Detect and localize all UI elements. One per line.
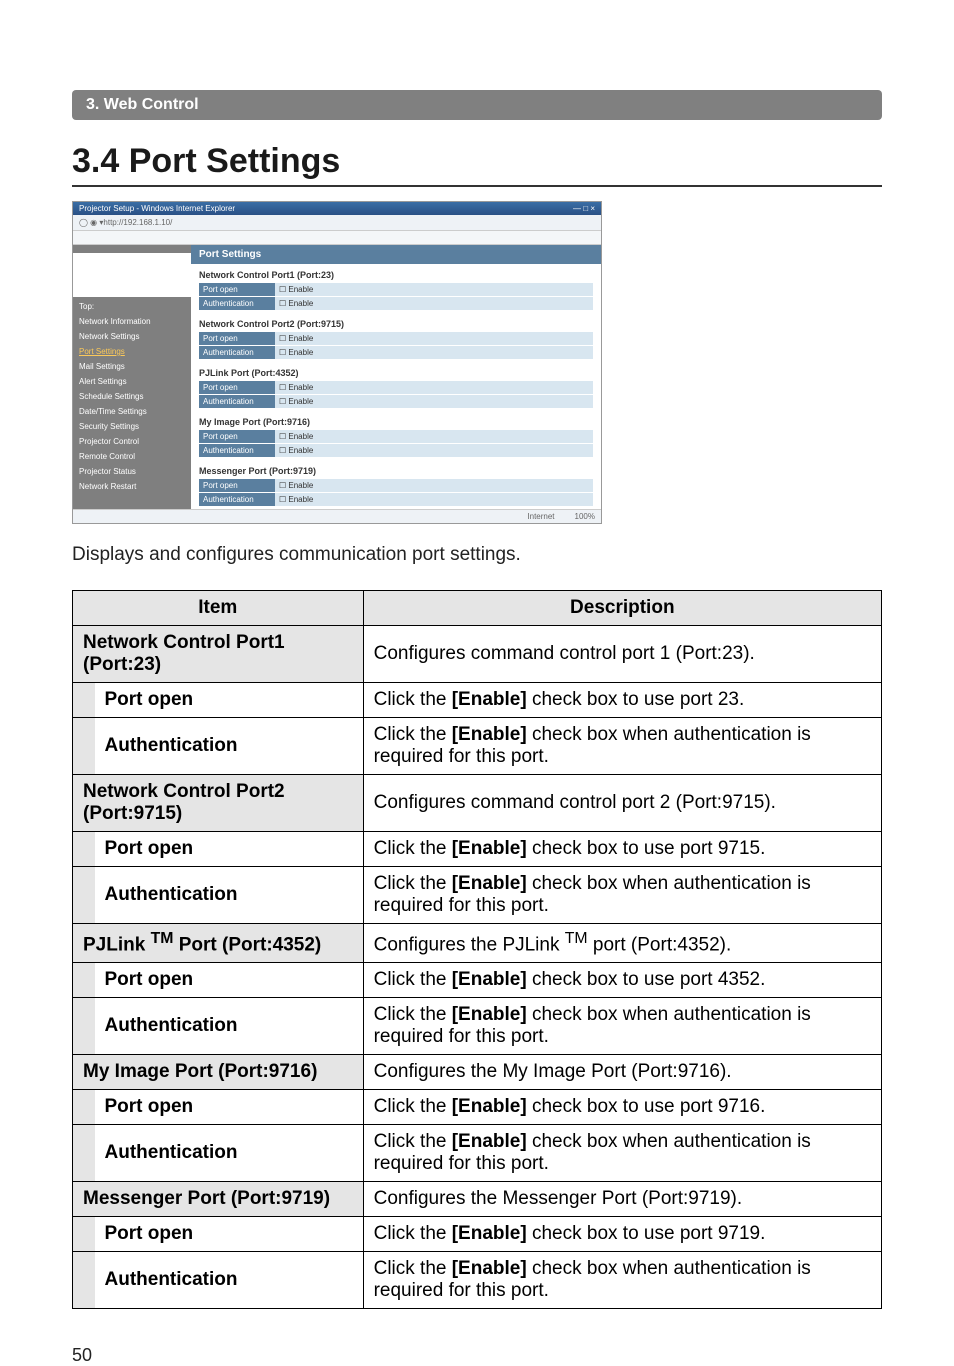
sub-desc-cell: Click the [Enable] check box when authen… (363, 1125, 881, 1182)
ss-group-title: Messenger Port (Port:9719) (199, 466, 593, 476)
ss-nav-item: Schedule Settings (73, 389, 191, 404)
th-item: Item (73, 591, 364, 626)
intro-text: Displays and configures communication po… (72, 544, 882, 566)
ss-group: PJLink Port (Port:4352) Port open☐ Enable… (191, 362, 601, 411)
ss-row: Authentication☐ Enable (199, 346, 593, 359)
sub-item-cell: Authentication (95, 998, 364, 1055)
ss-group-title: PJLink Port (Port:4352) (199, 368, 593, 378)
sub-item-cell: Authentication (95, 718, 364, 775)
page-number: 50 (72, 1345, 882, 1366)
ss-main-title: Port Settings (191, 245, 601, 264)
th-description: Description (363, 591, 881, 626)
ss-group: My Image Port (Port:9716) Port open☐ Enab… (191, 411, 601, 460)
section-desc-cell: Configures command control port 1 (Port:… (363, 626, 881, 683)
ss-nav-item: Top: (73, 299, 191, 314)
indent-cell (73, 1217, 95, 1252)
ss-statusbar: Internet 100% (73, 509, 601, 523)
chapter-header: 3. Web Control (72, 90, 882, 120)
ss-group: Messenger Port (Port:9719) Port open☐ Ena… (191, 460, 601, 509)
section-item-cell: Messenger Port (Port:9719) (73, 1182, 364, 1217)
ss-row: Authentication☐ Enable (199, 297, 593, 310)
ss-titlebar: Projector Setup - Windows Internet Explo… (73, 202, 601, 215)
section-item-cell: Network Control Port1 (Port:23) (73, 626, 364, 683)
indent-cell (73, 832, 95, 867)
ss-nav-item: Network Information (73, 314, 191, 329)
indent-cell (73, 1090, 95, 1125)
ss-row: Port open☐ Enable (199, 479, 593, 492)
section-item-cell: My Image Port (Port:9716) (73, 1055, 364, 1090)
sub-item-cell: Authentication (95, 867, 364, 924)
sub-desc-cell: Click the [Enable] check box when authen… (363, 998, 881, 1055)
sub-item-cell: Port open (95, 1090, 364, 1125)
ss-group-title: Network Control Port2 (Port:9715) (199, 319, 593, 329)
section-desc-cell: Configures the PJLink TM port (Port:4352… (363, 924, 881, 963)
sub-desc-cell: Click the [Enable] check box when authen… (363, 718, 881, 775)
ss-nav-item: Date/Time Settings (73, 404, 191, 419)
ss-group-title: Network Control Port1 (Port:23) (199, 270, 593, 280)
ss-nav-item: Port Settings (73, 344, 191, 359)
ss-main: Port Settings Network Control Port1 (Por… (191, 245, 601, 509)
ss-group: Network Control Port1 (Port:23) Port open… (191, 264, 601, 313)
sub-desc-cell: Click the [Enable] check box to use port… (363, 1090, 881, 1125)
sub-desc-cell: Click the [Enable] check box to use port… (363, 832, 881, 867)
indent-cell (73, 683, 95, 718)
sub-item-cell: Port open (95, 832, 364, 867)
sub-item-cell: Authentication (95, 1125, 364, 1182)
ss-nav-item: Mail Settings (73, 359, 191, 374)
sub-desc-cell: Click the [Enable] check box when authen… (363, 1252, 881, 1309)
indent-cell (73, 867, 95, 924)
title-underline (72, 185, 882, 187)
indent-cell (73, 998, 95, 1055)
sub-desc-cell: Click the [Enable] check box when authen… (363, 867, 881, 924)
sub-desc-cell: Click the [Enable] check box to use port… (363, 683, 881, 718)
sub-desc-cell: Click the [Enable] check box to use port… (363, 1217, 881, 1252)
ss-row: Authentication☐ Enable (199, 493, 593, 506)
indent-cell (73, 718, 95, 775)
ss-row: Port open☐ Enable (199, 381, 593, 394)
ss-row: Port open☐ Enable (199, 332, 593, 345)
ss-nav-item: Security Settings (73, 419, 191, 434)
section-item-cell: Network Control Port2 (Port:9715) (73, 775, 364, 832)
ss-nav-item: Alert Settings (73, 374, 191, 389)
sub-item-cell: Authentication (95, 1252, 364, 1309)
section-item-cell: PJLink TM Port (Port:4352) (73, 924, 364, 963)
ss-row: Authentication☐ Enable (199, 444, 593, 457)
sub-desc-cell: Click the [Enable] check box to use port… (363, 963, 881, 998)
ss-toolbar: ◯ ◉ ▾ http://192.168.1.10/ (73, 215, 601, 231)
ss-row: Port open☐ Enable (199, 430, 593, 443)
ss-group-title: My Image Port (Port:9716) (199, 417, 593, 427)
ss-nav-item: Projector Status (73, 464, 191, 479)
ss-nav-item: Remote Control (73, 449, 191, 464)
section-desc-cell: Configures the My Image Port (Port:9716)… (363, 1055, 881, 1090)
settings-table: Item Description Network Control Port1 (… (72, 590, 882, 1309)
sub-item-cell: Port open (95, 963, 364, 998)
section-title: 3.4 Port Settings (72, 142, 882, 181)
indent-cell (73, 963, 95, 998)
indent-cell (73, 1252, 95, 1309)
ss-group: Network Control Port2 (Port:9715) Port op… (191, 313, 601, 362)
ss-nav-item: Projector Control (73, 434, 191, 449)
screenshot-figure: Projector Setup - Windows Internet Explo… (72, 201, 602, 524)
ss-row: Port open☐ Enable (199, 283, 593, 296)
ss-nav-item: Network Settings (73, 329, 191, 344)
ss-nav-item: Network Restart (73, 479, 191, 494)
ss-window-title: Projector Setup - Windows Internet Explo… (79, 204, 235, 213)
ss-toolbar2 (73, 231, 601, 245)
ss-sidebar: Top:Network InformationNetwork SettingsP… (73, 245, 191, 509)
ss-window-controls: — □ × (573, 204, 595, 213)
sub-item-cell: Port open (95, 1217, 364, 1252)
section-desc-cell: Configures command control port 2 (Port:… (363, 775, 881, 832)
ss-logo (73, 253, 191, 297)
sub-item-cell: Port open (95, 683, 364, 718)
ss-row: Authentication☐ Enable (199, 395, 593, 408)
section-desc-cell: Configures the Messenger Port (Port:9719… (363, 1182, 881, 1217)
indent-cell (73, 1125, 95, 1182)
